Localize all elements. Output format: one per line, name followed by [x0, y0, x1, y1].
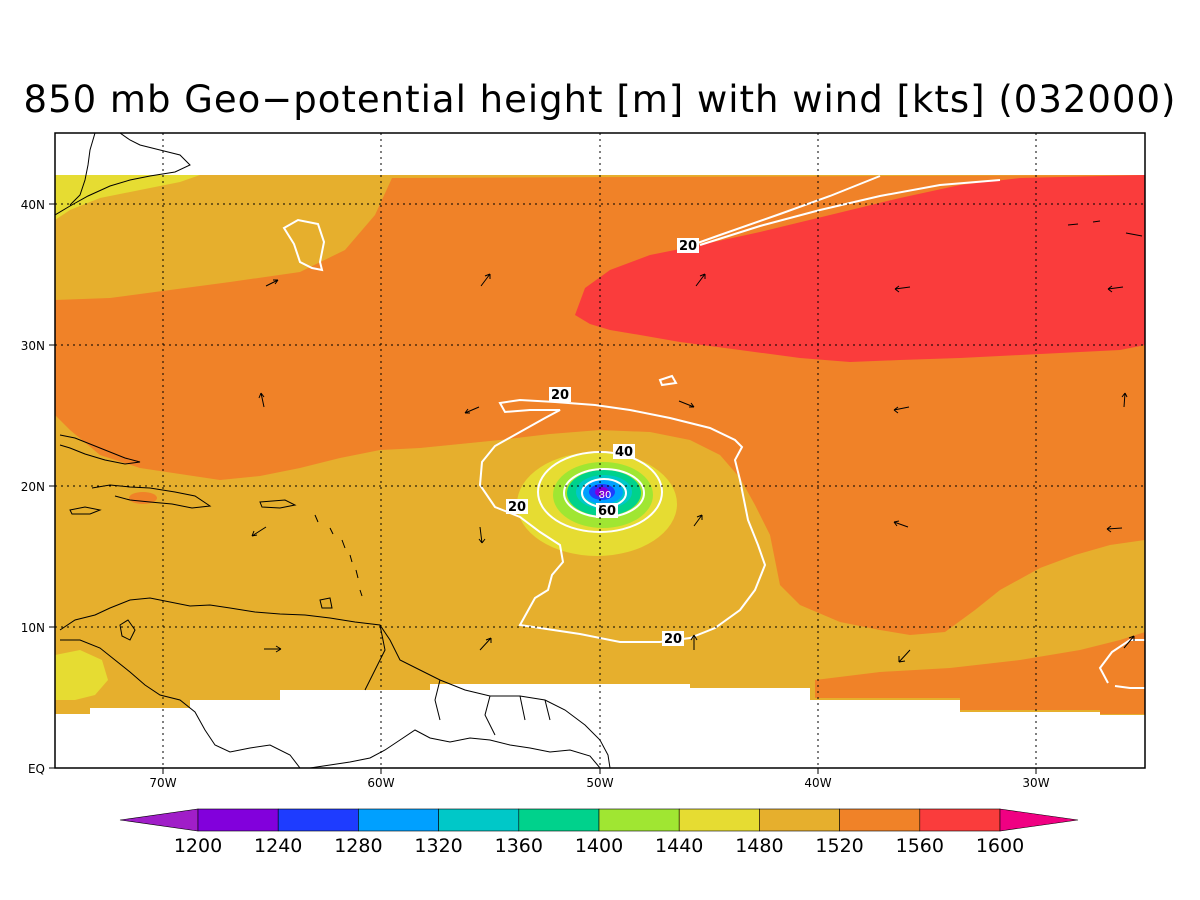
coastline-puerto-rico: [259, 499, 297, 509]
colorbar-label: 1200: [174, 835, 222, 857]
wind-arrow: [258, 392, 265, 408]
wind-contour-20-speck: [658, 374, 678, 387]
wind-arrow: [893, 406, 910, 414]
contour-label-bg: [549, 387, 571, 402]
wind-contour-20-southeast: [1098, 639, 1145, 689]
colorbar-cell: [518, 808, 600, 832]
contour-label-20-west: 20: [508, 500, 526, 515]
wind-arrow: [690, 634, 698, 650]
wind-arrow: [1106, 525, 1123, 533]
colorbar-label: 1320: [414, 835, 462, 857]
wind-arrow: [478, 526, 486, 544]
band-1480-northwest: [55, 175, 200, 220]
coastline-lesser-antilles: [314, 514, 363, 597]
contour-label-20-north: 20: [679, 239, 697, 254]
wind-arrow: [464, 406, 480, 414]
colorbar-cell: [759, 808, 840, 832]
coastline-north-america: [55, 133, 191, 216]
colorbar-label: 1440: [655, 835, 703, 857]
colorbar-labels: 1200 1240 1280 1320 1360 1400 1440 1480 1520 1560…: [174, 835, 1024, 857]
wind-arrow: [898, 649, 911, 663]
band-1600: [575, 175, 1145, 362]
coastline-atlantic-islands: [1067, 220, 1143, 237]
colorbar-label: 1560: [896, 835, 944, 857]
lon-label-60w: 60W: [367, 776, 394, 790]
wind-arrow: [1123, 635, 1135, 649]
contour-label-bg: [506, 499, 528, 514]
colorbar-cell: [839, 808, 921, 832]
axis-ticks: [49, 203, 1037, 774]
colorbar-label: 1480: [735, 835, 783, 857]
colorbar-label: 1520: [815, 835, 863, 857]
contour-label-bg: [613, 444, 635, 459]
wind-arrow: [264, 645, 282, 653]
wind-arrow: [251, 526, 267, 537]
colorbar-label: 1600: [976, 835, 1024, 857]
cyclone-center-mark: 80: [599, 490, 612, 501]
map-plot-area: 20 20 20 20 40 60 80: [55, 133, 1145, 768]
colorbar-cell: [919, 808, 1001, 832]
colorbar-label: 1360: [495, 835, 543, 857]
wind-arrow: [1107, 285, 1124, 293]
wind-arrow: [480, 273, 491, 287]
contour-label-20-south: 20: [664, 632, 682, 647]
coastline-cuba: [59, 434, 141, 465]
coastline-hispaniola: [91, 484, 212, 509]
coastline-jamaica: [69, 506, 102, 515]
wind-arrow: [678, 400, 695, 408]
contour-label-bg: [677, 238, 699, 253]
wind-arrow: [894, 285, 911, 293]
lat-label-10n: 10N: [21, 621, 45, 635]
wind-arrow: [1121, 392, 1128, 408]
lon-label-40w: 40W: [804, 776, 831, 790]
contour-label-60: 60: [598, 504, 616, 519]
colorbar-cell: [678, 808, 760, 832]
colorbar-cells: [119, 808, 1079, 832]
coastline-guiana-borders: [364, 624, 551, 736]
colorbar-cell: [277, 808, 359, 832]
coastlines: [55, 133, 1143, 768]
contour-label-40: 40: [615, 445, 633, 460]
wind-contour-20-north: [677, 175, 881, 251]
colorbar-label: 1280: [334, 835, 382, 857]
coastline-trinidad: [319, 597, 333, 609]
wind-arrow: [695, 273, 706, 287]
wind-contour-20-island: [282, 218, 326, 272]
colorbar-label: 1240: [254, 835, 302, 857]
wind-arrow: [479, 637, 492, 651]
band-1560-southeast: [815, 632, 1145, 714]
lat-label-eq: EQ: [28, 762, 45, 776]
wind-arrow: [893, 520, 909, 528]
contour-labels: 20 20 20 20 40 60 80: [506, 238, 699, 647]
contour-label-20-mid: 20: [551, 388, 569, 403]
coastline-south-america: [59, 597, 611, 768]
colorbar: 1200 1240 1280 1320 1360 1400 1440 1480 1520 1560…: [119, 808, 1079, 857]
wind-arrow: [693, 514, 703, 527]
colorbar-label: 1400: [575, 835, 623, 857]
lat-label-20n: 20N: [21, 480, 45, 494]
colorbar-cell: [358, 808, 439, 832]
contour-label-bg: [662, 631, 684, 646]
colorbar-under-arrow: [119, 808, 199, 832]
lon-label-30w: 30W: [1022, 776, 1049, 790]
wind-contour-20-north-b: [699, 179, 1001, 246]
colorbar-cell: [438, 808, 520, 832]
colorbar-over-arrow: [999, 808, 1079, 832]
contour-label-bg: [596, 503, 618, 518]
wind-arrow: [265, 279, 279, 287]
lat-label-40n: 40N: [21, 198, 45, 212]
band-1480-southwest: [55, 650, 108, 700]
coastline-lake-maracaibo: [119, 619, 136, 641]
lon-label-50w: 50W: [586, 776, 613, 790]
gridlines: [55, 133, 1145, 768]
wind-vectors: [251, 273, 1135, 663]
colorbar-cell: [197, 808, 279, 832]
lat-label-30n: 30N: [21, 339, 45, 353]
colorbar-cell: [598, 808, 680, 832]
band-1240: [595, 487, 609, 497]
chart-title: 850 mb Geo−potential height [m] with win…: [23, 78, 1177, 121]
lon-label-70w: 70W: [149, 776, 176, 790]
